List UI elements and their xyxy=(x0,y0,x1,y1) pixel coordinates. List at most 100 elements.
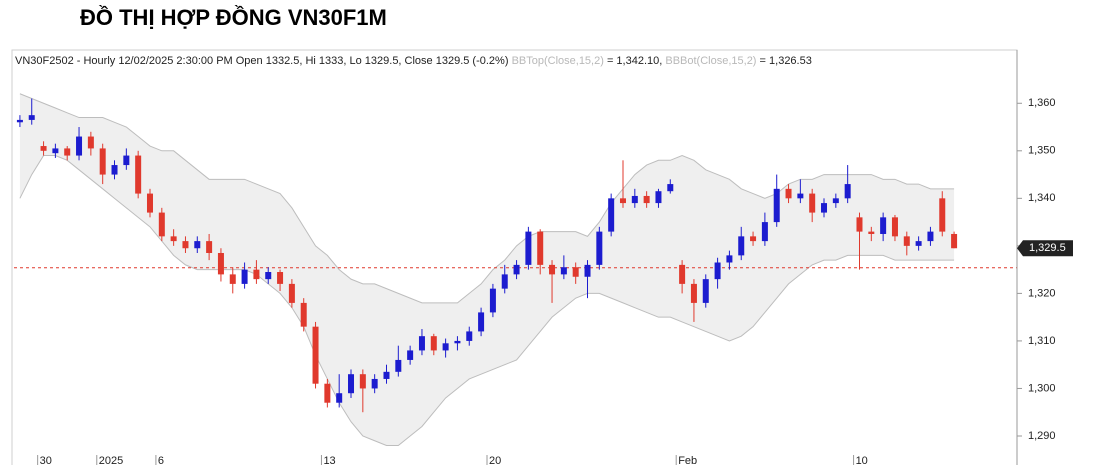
candle-body xyxy=(939,198,946,232)
candle-body xyxy=(466,331,473,341)
candle-body xyxy=(430,336,437,351)
candle-body xyxy=(407,350,414,360)
x-tick-label: 2025 xyxy=(99,455,123,465)
candle-body xyxy=(856,217,863,232)
candle-body xyxy=(761,222,768,242)
candle-body xyxy=(312,326,319,384)
candle-body xyxy=(478,312,485,332)
candle-body xyxy=(489,288,496,313)
y-tick-label: 1,350 xyxy=(1028,145,1056,157)
candle-body xyxy=(288,283,295,303)
candle-body xyxy=(206,241,213,253)
x-tick-label: 30 xyxy=(40,455,52,465)
candle-body xyxy=(277,272,284,284)
candle-body xyxy=(903,236,910,246)
candle-body xyxy=(560,267,567,275)
candle-body xyxy=(241,269,248,284)
candle-body xyxy=(880,217,887,234)
band-fill xyxy=(19,93,955,446)
candle-body xyxy=(891,217,898,237)
candle-body xyxy=(951,233,958,249)
candle-body xyxy=(336,393,343,403)
candle-body xyxy=(525,231,532,265)
candle-body xyxy=(726,255,733,263)
candle-body xyxy=(111,165,118,175)
candle-body xyxy=(750,236,757,242)
candle-body xyxy=(182,241,189,249)
candle-body xyxy=(348,374,355,394)
candle-body xyxy=(52,148,59,154)
candle-body xyxy=(915,241,922,246)
candle-body xyxy=(608,198,615,232)
last-price-label: 1,329.5 xyxy=(1029,242,1066,254)
candle-body xyxy=(454,340,461,344)
candle-body xyxy=(738,236,745,256)
candle-body xyxy=(28,115,35,120)
candle-body xyxy=(371,378,378,389)
y-tick-label: 1,300 xyxy=(1028,382,1056,394)
candle-body xyxy=(572,267,579,277)
candle-body xyxy=(359,374,366,389)
candle-body xyxy=(667,184,674,192)
info-line: VN30F2502 - Hourly 12/02/2025 2:30:00 PM… xyxy=(15,55,812,67)
candle-body xyxy=(679,264,686,284)
candle-body xyxy=(702,279,709,303)
candle-body xyxy=(714,262,721,280)
candle-body xyxy=(158,212,165,237)
candle-body xyxy=(229,274,236,284)
candle-body xyxy=(655,191,662,204)
candle-body xyxy=(135,155,142,194)
info-summary: VN30F2502 - Hourly 12/02/2025 2:30:00 PM… xyxy=(15,55,509,67)
candle-body xyxy=(584,264,591,277)
candle-body xyxy=(619,198,626,204)
candle-body xyxy=(418,336,425,351)
candle-body xyxy=(324,383,331,403)
x-tick-label: Feb xyxy=(678,455,697,465)
y-tick-label: 1,340 xyxy=(1028,192,1056,204)
bb-bot-value: = 1,326.53 xyxy=(760,55,812,67)
candle-body xyxy=(809,193,816,213)
candle-body xyxy=(549,264,556,275)
candle-body xyxy=(64,148,71,156)
candle-body xyxy=(99,148,106,175)
candle-body xyxy=(170,236,177,242)
y-tick-label: 1,360 xyxy=(1028,97,1056,109)
candle-body xyxy=(596,231,603,265)
x-tick-label: 13 xyxy=(323,455,335,465)
candle-body xyxy=(690,283,697,303)
candle-body xyxy=(773,188,780,223)
y-tick-label: 1,310 xyxy=(1028,335,1056,347)
band-upper xyxy=(19,93,955,304)
candle-body xyxy=(832,198,839,204)
candle-body xyxy=(868,231,875,234)
x-tick-label: 6 xyxy=(158,455,164,465)
candle-body xyxy=(395,359,402,372)
candle-body xyxy=(76,136,83,156)
candle-body xyxy=(844,184,851,199)
x-tick-label: 10 xyxy=(856,455,868,465)
bb-top-value: = 1,342.10, xyxy=(607,55,662,67)
candle-body xyxy=(40,146,47,151)
candle-body xyxy=(513,264,520,275)
candle-body xyxy=(631,195,638,204)
candle-body xyxy=(16,119,23,123)
last-price-tag xyxy=(1017,240,1073,257)
candle-body xyxy=(123,155,130,166)
candle-body xyxy=(146,193,153,213)
candle-body xyxy=(300,302,307,327)
candle-body xyxy=(194,241,201,249)
chart-title: ĐỒ THỊ HỢP ĐỒNG VN30F1M xyxy=(80,5,387,30)
candle-body xyxy=(643,195,650,204)
candle-body xyxy=(442,343,449,351)
candle-body xyxy=(253,269,260,280)
y-tick-label: 1,290 xyxy=(1028,430,1056,442)
candle-body xyxy=(821,203,828,213)
x-tick-label: 20 xyxy=(489,455,501,465)
candle-body xyxy=(797,193,804,199)
bb-top-name: BBTop(Close,15,2) xyxy=(512,55,604,67)
candle-body xyxy=(217,252,224,275)
candle-body xyxy=(501,274,508,289)
candle-body xyxy=(927,231,934,242)
candle-body xyxy=(383,371,390,379)
